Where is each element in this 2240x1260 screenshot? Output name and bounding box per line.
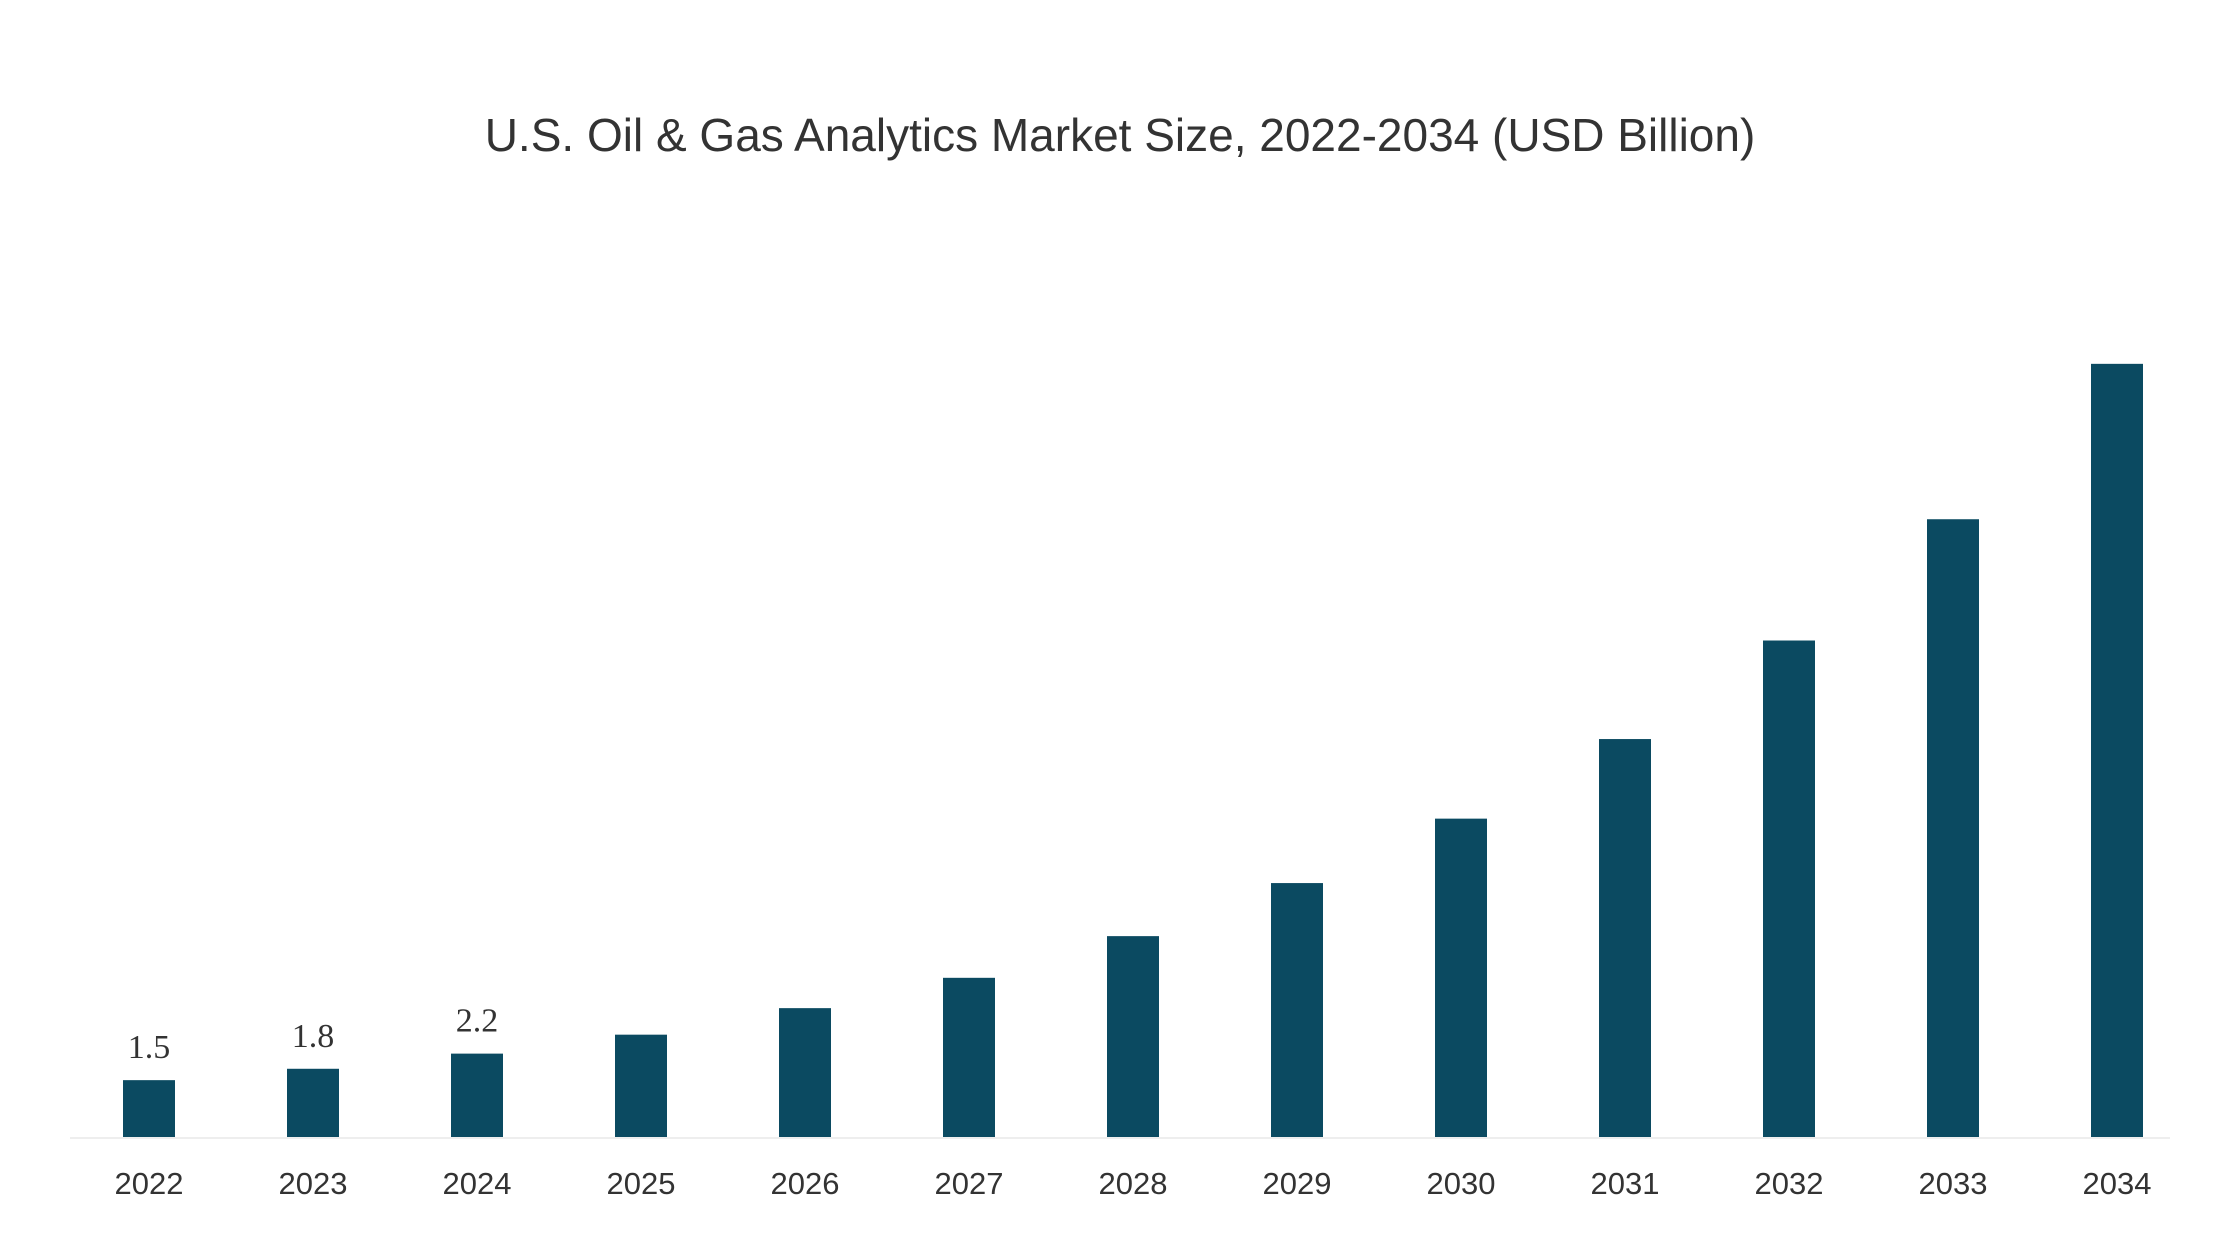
data-label: 2.2 <box>456 1003 499 1040</box>
x-tick-label: 2027 <box>935 1166 1004 1201</box>
chart-title: U.S. Oil & Gas Analytics Market Size, 20… <box>484 109 1756 161</box>
bar-2023 <box>287 1068 339 1137</box>
data-label: 1.5 <box>128 1029 171 1066</box>
x-tick-label: 2026 <box>771 1166 840 1201</box>
bar-2026 <box>779 1008 831 1137</box>
x-tick-label: 2034 <box>2083 1166 2152 1201</box>
bar-2027 <box>943 977 995 1137</box>
x-tick-label: 2029 <box>1263 1166 1332 1201</box>
x-tick-label: 2030 <box>1427 1166 1496 1201</box>
bar-2025 <box>615 1034 667 1137</box>
bar-2030 <box>1435 818 1487 1137</box>
bar-2024 <box>451 1053 503 1137</box>
data-label: 1.8 <box>292 1018 335 1055</box>
x-tick-label: 2025 <box>607 1166 676 1201</box>
bar-2031 <box>1599 739 1651 1137</box>
x-tick-label: 2024 <box>443 1166 512 1201</box>
x-tick-label: 2033 <box>1919 1166 1988 1201</box>
bar-2028 <box>1107 936 1159 1137</box>
bar-2033 <box>1927 519 1979 1137</box>
x-tick-label: 2028 <box>1099 1166 1168 1201</box>
bar-2022 <box>123 1080 175 1137</box>
x-tick-label: 2032 <box>1755 1166 1824 1201</box>
bar-2034 <box>2091 363 2143 1138</box>
x-tick-label: 2023 <box>279 1166 348 1201</box>
bar-2029 <box>1271 883 1323 1137</box>
bar-2032 <box>1763 640 1815 1137</box>
x-tick-label: 2031 <box>1591 1166 1660 1201</box>
x-tick-label: 2022 <box>115 1166 184 1201</box>
